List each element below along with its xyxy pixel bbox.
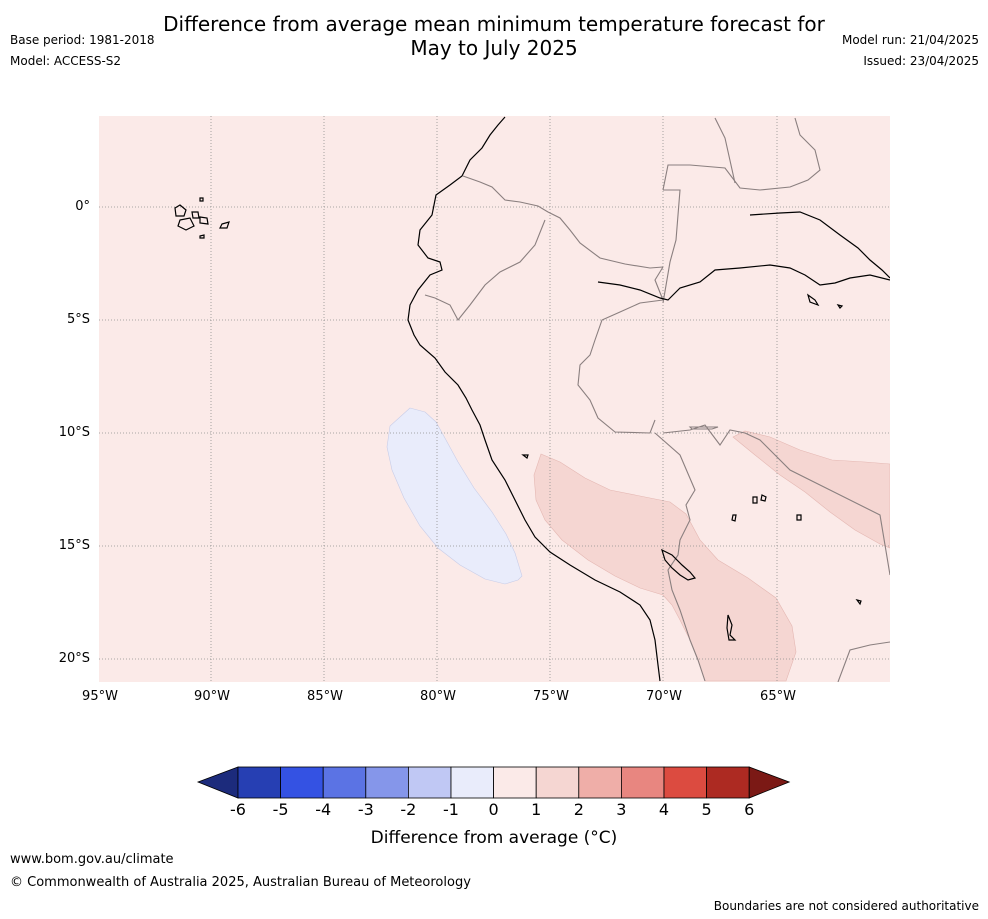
colorbar-tick-label: -5 [272, 800, 289, 819]
colorbar-tick-label: -6 [230, 800, 246, 819]
footer-copyright: © Commonwealth of Australia 2025, Austra… [10, 875, 471, 890]
meta-right: Model run: 21/04/2025 Issued: 23/04/2025 [842, 30, 979, 72]
colorbar-arrow-low [196, 766, 239, 799]
colorbar-segment [407, 766, 452, 799]
colorbar-segment [280, 766, 324, 799]
lat-label-10s: 10°S [58, 425, 90, 440]
colorbar-segment [663, 766, 707, 799]
warm-anomaly-region-east [732, 430, 890, 549]
colorbar [196, 766, 791, 799]
colorbar-segment [237, 766, 281, 799]
colorbar-tick-label: 0 [488, 800, 499, 819]
colorbar-tick-label: 3 [616, 800, 627, 819]
graticule [99, 116, 890, 682]
colorbar-segment [322, 766, 367, 799]
lon-label-70w: 70°W [646, 689, 682, 704]
model-run: Model run: 21/04/2025 [841, 33, 979, 47]
lat-label-5s: 5°S [66, 312, 90, 327]
cool-anomaly-region [386, 407, 523, 585]
title-line-1: Difference from average mean minimum tem… [163, 12, 825, 36]
colorbar-segment [535, 766, 580, 799]
base-period: Base period: 1981-2018 [10, 33, 155, 47]
colorbar-tick-label: -3 [357, 800, 374, 819]
lat-label-20s: 20°S [58, 651, 90, 666]
colorbar-segment [706, 766, 750, 799]
colorbar-tick-label: 1 [531, 800, 542, 819]
meta-left: Base period: 1981-2018 Model: ACCESS-S2 [10, 30, 155, 72]
colorbar-segment [620, 766, 665, 799]
footer-url[interactable]: www.bom.gov.au/climate [10, 852, 174, 867]
lon-label-80w: 80°W [420, 689, 456, 704]
colorbar-tick-label: 4 [658, 800, 670, 819]
lon-label-65w: 65°W [760, 689, 796, 704]
lat-label-0: 0° [75, 199, 90, 214]
colorbar-label: Difference from average (°C) [370, 828, 618, 848]
warm-anomaly-region-south [533, 453, 797, 682]
coastlines [174, 116, 890, 682]
colorbar-tick-label: -2 [400, 800, 417, 819]
country-borders [424, 117, 890, 682]
lon-label-85w: 85°W [307, 689, 343, 704]
lat-label-15s: 15°S [58, 538, 90, 553]
lon-label-95w: 95°W [82, 689, 118, 704]
colorbar-segment [365, 766, 409, 799]
footer-note: Boundaries are not considered authoritat… [713, 899, 979, 913]
title-line-2: May to July 2025 [410, 36, 578, 60]
lon-label-75w: 75°W [533, 689, 569, 704]
colorbar-segment [493, 766, 537, 799]
model-name: Model: ACCESS-S2 [10, 54, 122, 68]
issued-date: Issued: 23/04/2025 [863, 54, 979, 68]
colorbar-tick-label: 6 [744, 800, 755, 819]
colorbar-tick-label: -4 [315, 800, 332, 819]
chart-title: Difference from average mean minimum tem… [0, 12, 988, 60]
colorbar-tick-label: -1 [443, 800, 459, 819]
colorbar-arrow-high [748, 766, 791, 799]
colorbar-segment [578, 766, 622, 799]
colorbar-tick-label: 5 [701, 800, 712, 819]
forecast-map [99, 116, 890, 682]
lon-label-90w: 90°W [194, 689, 230, 704]
colorbar-tick-label: 2 [573, 800, 584, 819]
colorbar-segment [450, 766, 494, 799]
